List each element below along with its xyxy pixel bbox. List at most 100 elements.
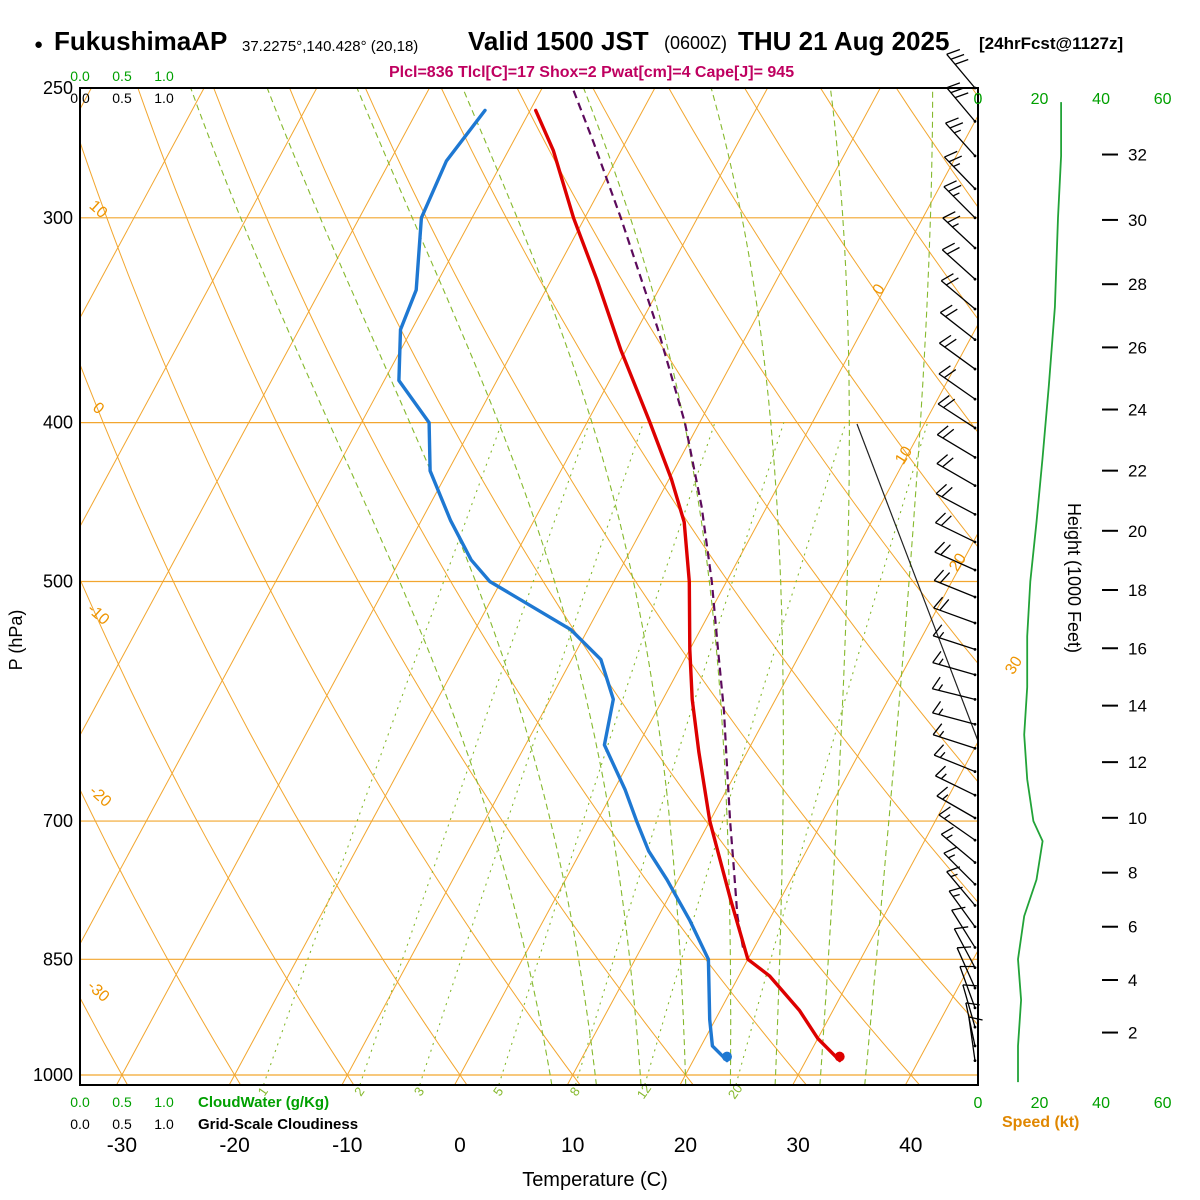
wind-barb <box>968 1016 983 1063</box>
wind-barb-base <box>973 861 977 864</box>
height-tick-label: 12 <box>1128 753 1147 772</box>
speed-tick-label-bottom: 40 <box>1092 1095 1110 1112</box>
wind-barb-full <box>933 744 945 756</box>
moist-adiabat-line <box>190 88 553 1085</box>
wind-barb <box>934 541 977 572</box>
wind-barb-half <box>942 794 949 800</box>
wind-barb-half <box>945 834 953 840</box>
pressure-tick-label: 700 <box>43 811 73 831</box>
wind-barb <box>932 723 977 750</box>
dry-adiabat-line <box>80 140 581 1085</box>
isotherm-line <box>80 88 205 319</box>
wind-barb <box>936 425 977 459</box>
dry-adiabat-line <box>80 577 355 1085</box>
dry-adiabat-label: -30 <box>84 978 113 1006</box>
isotherm-line <box>80 88 318 528</box>
mixing-ratio-label: 8 <box>567 1084 583 1099</box>
wind-barb-full <box>942 457 954 468</box>
wind-barb-full <box>946 866 961 873</box>
wind-barb-half <box>938 631 945 639</box>
dewpoint-profile-line <box>397 108 729 1063</box>
valid-time: Valid 1500 JST <box>468 26 649 56</box>
wind-barb <box>935 765 977 797</box>
height-tick-label: 30 <box>1128 211 1147 230</box>
wind-barb <box>933 569 977 599</box>
speed-tick-label-top: 40 <box>1092 91 1110 108</box>
wind-barb-full <box>932 650 942 664</box>
station-bullet-icon: ● <box>34 36 44 53</box>
height-tick-label: 24 <box>1128 401 1147 420</box>
wind-barb-staff <box>940 280 976 310</box>
wind-barb <box>931 701 977 726</box>
wind-barb-full <box>948 184 962 192</box>
wind-barb-staff <box>932 734 976 749</box>
dry-adiabat-line <box>668 88 978 548</box>
wind-barb-staff <box>943 186 976 219</box>
wind-barb-staff <box>959 966 976 1009</box>
wind-barb-staff <box>933 607 976 624</box>
wind-barb <box>932 624 977 651</box>
wind-barb-full <box>931 701 942 714</box>
dry-adiabat-line <box>364 88 978 1026</box>
wind-barb-half <box>948 854 956 859</box>
wind-barb-staff <box>936 795 976 819</box>
wind-barb-full <box>941 242 955 251</box>
mixing-ratio-line <box>644 422 847 1085</box>
mixing-ratio-label: 5 <box>490 1084 506 1099</box>
wind-barb <box>948 886 977 929</box>
wind-barb-full <box>940 515 952 527</box>
wind-barb-full <box>950 53 965 60</box>
wind-barb-full <box>943 180 957 188</box>
wind-barb <box>938 806 977 842</box>
dry-adiabat-line <box>137 88 694 1085</box>
wind-barb-full <box>946 82 961 89</box>
cloudiness-legend-05: 0.5 <box>112 1116 132 1132</box>
wind-barb <box>946 82 977 123</box>
wind-barb <box>946 48 977 90</box>
wind-barb <box>943 150 977 191</box>
isotherm-line <box>792 740 978 1085</box>
cloudwater-legend-05: 0.5 <box>112 1094 132 1110</box>
wind-barb-full <box>933 569 945 581</box>
wind-barb-full <box>948 155 963 163</box>
isotherm-line <box>341 88 881 1085</box>
wind-barb <box>939 334 977 371</box>
wind-barb-full <box>954 58 969 65</box>
moist-adiabat-line <box>583 88 732 1085</box>
wind-barb-staff <box>936 434 976 458</box>
cloudwater-legend-label: CloudWater (g/Kg) <box>198 1094 330 1111</box>
wind-barb <box>943 180 977 220</box>
mixing-ratio-line <box>735 422 929 1085</box>
wind-barb-full <box>933 596 944 609</box>
wind-barb <box>932 650 977 677</box>
wind-barb-base <box>973 722 977 726</box>
wind-barb-staff <box>943 852 976 885</box>
wind-barb-full <box>951 906 966 911</box>
wind-barb-full <box>932 624 943 637</box>
wind-barb-full <box>954 92 969 99</box>
isotherm-line <box>1018 88 1200 1085</box>
mixing-ratio-line <box>359 422 590 1085</box>
wind-barb-full <box>936 425 949 436</box>
temperature-tick-label: -10 <box>332 1134 362 1157</box>
wind-barb-base <box>973 455 977 459</box>
wind-barb-full <box>935 512 946 524</box>
pressure-axis-label: P (hPa) <box>6 610 26 671</box>
mixing-ratio-label: 12 <box>634 1081 655 1101</box>
wind-barb-staff <box>943 156 976 190</box>
wind-barb-full <box>939 599 950 611</box>
wind-barb-base <box>973 216 977 220</box>
wind-barb-half <box>940 773 947 780</box>
wind-barb-full <box>938 365 951 375</box>
wind-barb-full <box>945 117 959 124</box>
speed-tick-label-bottom: 20 <box>1031 1095 1049 1112</box>
wind-barb-base <box>973 746 977 750</box>
wind-barb-full <box>936 786 949 797</box>
height-tick-label: 28 <box>1128 275 1147 294</box>
wind-barb-base <box>973 647 977 651</box>
wind-barb-base <box>973 1059 977 1063</box>
wind-barb-staff <box>933 754 976 773</box>
wind-barb <box>951 906 977 949</box>
mixing-ratio-label: 3 <box>411 1084 427 1099</box>
wind-barb-half <box>954 129 961 134</box>
